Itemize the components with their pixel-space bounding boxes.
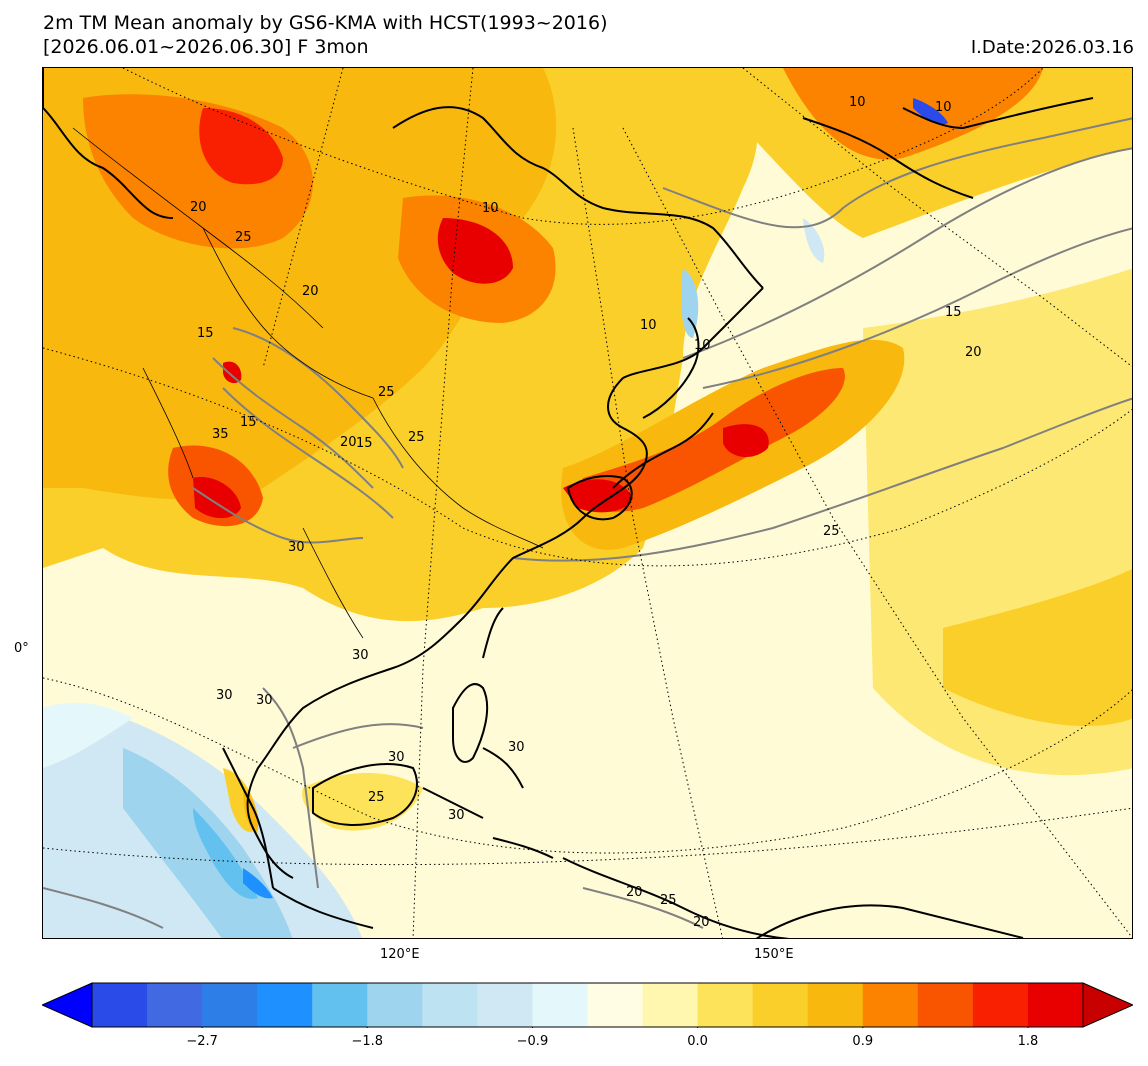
colorbar-bin: [257, 983, 313, 1027]
contour-label: 25: [368, 790, 385, 805]
contour-label: 30: [256, 693, 273, 708]
colorbar-bin: [477, 983, 533, 1027]
colorbar-bin: [202, 983, 258, 1027]
colorbar-bin: [752, 983, 809, 1027]
colorbar-bin: [367, 983, 423, 1027]
initial-date: I.Date:2026.03.16: [970, 37, 1134, 58]
lon-label-120e: 120°E: [380, 947, 420, 962]
colorbar-bin: [92, 983, 148, 1027]
contour-label: 20: [626, 885, 643, 900]
contour-label: 15: [197, 326, 214, 341]
graticule: [43, 68, 1132, 938]
contour-label: 20: [190, 200, 207, 215]
map-title: 2m TM Mean anomaly by GS6-KMA with HCST(…: [43, 12, 608, 34]
lat-label-equator: 0°: [14, 641, 29, 656]
contour-label: 10: [849, 95, 866, 110]
contour-label: 10: [640, 318, 657, 333]
contour-label: 30: [388, 750, 405, 765]
anomaly-map: [42, 67, 1133, 939]
colorbar-bin: [862, 983, 919, 1027]
colorbar-bin: [532, 983, 588, 1027]
sst-contours: [43, 117, 1132, 929]
colorbar-bin: [807, 983, 864, 1027]
contour-label: 25: [408, 430, 425, 445]
contour-label: 30: [448, 808, 465, 823]
colorbar-bin: [697, 983, 754, 1027]
colorbar-bin: [917, 983, 974, 1027]
colorbar-bin: [312, 983, 368, 1027]
forecast-period: [2026.06.01~2026.06.30] F 3mon: [43, 36, 369, 58]
colorbar-bin: [147, 983, 203, 1027]
colorbar: [42, 982, 1133, 1028]
contour-label: 20: [302, 284, 319, 299]
contour-label: 30: [508, 740, 525, 755]
colorbar-outline: [91, 982, 1084, 1028]
colorbar-tick-label: −0.9: [516, 1034, 549, 1049]
contour-label: 30: [352, 648, 369, 663]
contour-label: 30: [216, 688, 233, 703]
country-borders: [72, 127, 544, 639]
contour-label: 20: [693, 915, 710, 930]
colorbar-tick-label: −1.8: [351, 1034, 384, 1049]
contour-label: 15: [240, 415, 257, 430]
contour-label: 25: [378, 385, 395, 400]
contour-label: 25: [235, 230, 252, 245]
colorbar-bin: [1027, 983, 1084, 1027]
colorbar-tick-label: 1.8: [1017, 1034, 1039, 1049]
coastlines: [43, 68, 1094, 938]
colorbar-tick-label: −2.7: [186, 1034, 218, 1049]
colorbar-bin: [422, 983, 478, 1027]
anomaly-fill: [43, 68, 1132, 938]
contour-label: 30: [288, 540, 305, 555]
lon-label-150e: 150°E: [754, 947, 794, 962]
contour-label: 15: [945, 305, 962, 320]
colorbar-bin: [642, 983, 699, 1027]
contour-label: 20: [965, 345, 982, 360]
contour-label: 25: [660, 893, 677, 908]
contour-label: 35: [212, 427, 229, 442]
colorbar-tick-label: 0.0: [687, 1034, 708, 1049]
contour-label: 10: [694, 338, 711, 353]
contour-label: 10: [935, 100, 952, 115]
colorbar-high-extend: [1082, 982, 1133, 1028]
colorbar-bin: [972, 983, 1029, 1027]
colorbar-bin: [587, 983, 644, 1027]
map-canvas: [43, 68, 1132, 938]
colorbar-low-extend: [42, 982, 93, 1028]
colorbar-tick-label: 0.9: [852, 1034, 874, 1049]
contour-label: 25: [823, 524, 840, 539]
contour-label: 15: [356, 436, 373, 451]
contour-label: 20: [340, 435, 357, 450]
contour-label: 10: [482, 201, 499, 216]
